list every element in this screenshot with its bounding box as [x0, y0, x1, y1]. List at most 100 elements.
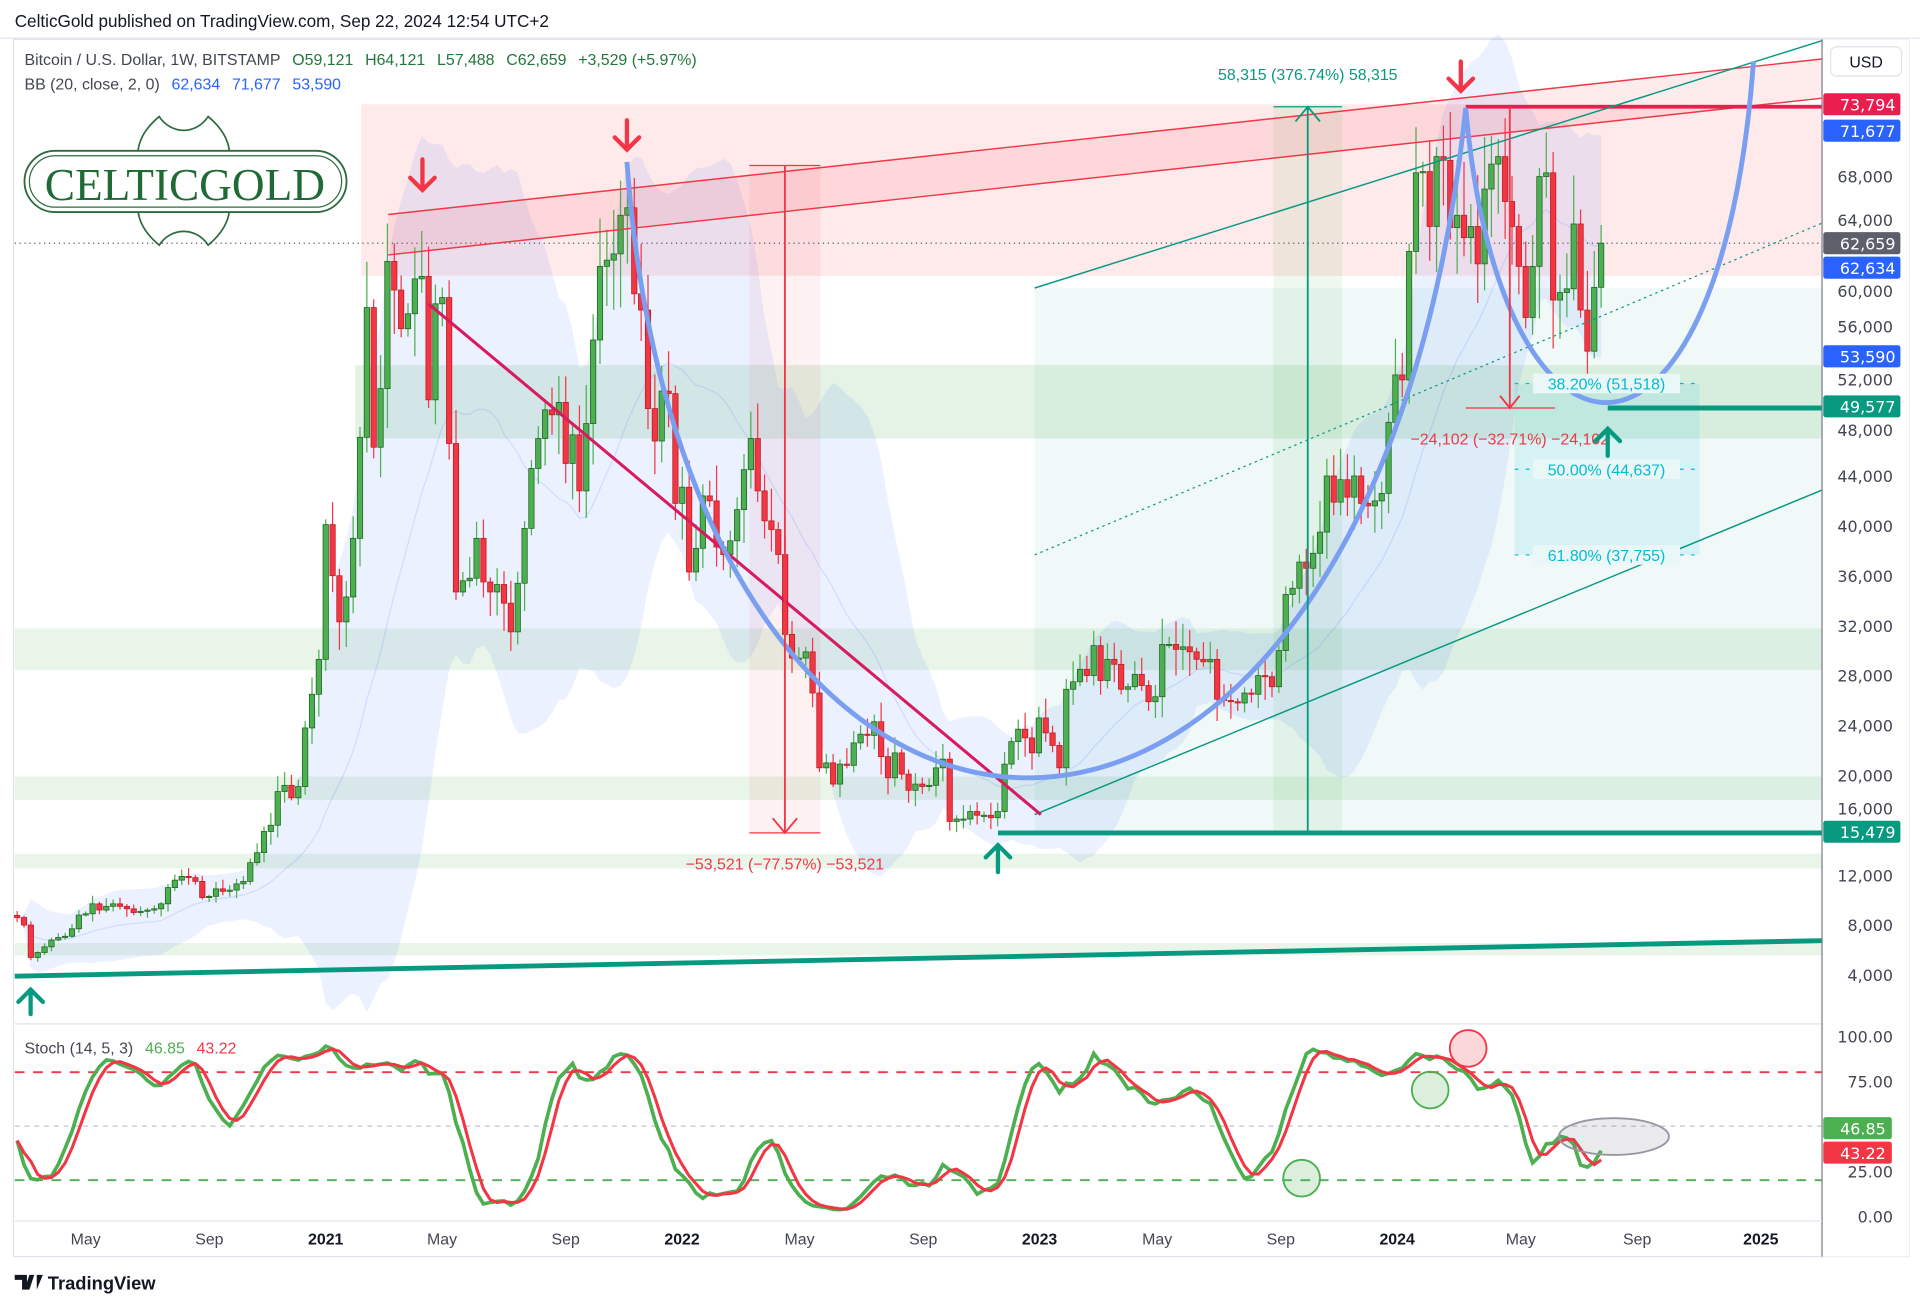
- candle: [850, 731, 857, 773]
- candle-body: [528, 468, 535, 529]
- candle: [192, 874, 199, 885]
- candle: [679, 466, 686, 540]
- time-axis[interactable]: May Sep 2021 May Sep 2022 May Sep 2023 May Sep 2024…: [71, 1231, 1779, 1248]
- candle: [788, 621, 796, 673]
- candle: [350, 516, 357, 614]
- price-tick-label: 60,000: [1837, 282, 1893, 301]
- candle: [151, 905, 158, 914]
- candle: [1063, 678, 1070, 786]
- candle-body: [1570, 223, 1577, 290]
- stoch-axis[interactable]: 100.00 75.00 25.00 0.00 46.85 43.22: [1823, 1027, 1893, 1226]
- candle-body: [1234, 701, 1241, 704]
- candle: [754, 403, 761, 502]
- price-tick-label: 16,000: [1837, 800, 1893, 819]
- ohlc-open: O59,121: [292, 52, 353, 69]
- arrow-down-icon: [408, 157, 437, 194]
- consolidation-ellipse: [1557, 1117, 1670, 1156]
- candle: [1124, 683, 1132, 703]
- candle-body: [1083, 668, 1090, 676]
- candle-body: [452, 443, 460, 593]
- stoch-tick-label: 25.00: [1848, 1162, 1894, 1181]
- stoch-badge: [1823, 1141, 1892, 1164]
- candle-body: [1214, 658, 1221, 700]
- svg-text:Bitcoin / U.S. Dollar, 1W, BIT: Bitcoin / U.S. Dollar, 1W, BITSTAMP O59,…: [24, 52, 696, 69]
- time-tick-label: May: [1142, 1231, 1172, 1248]
- price-badge-label: 49,577: [1840, 398, 1896, 417]
- candle-body: [1028, 737, 1036, 754]
- candle: [1598, 224, 1605, 308]
- candle: [1515, 214, 1522, 295]
- candle-body: [692, 547, 700, 573]
- candle-body: [960, 818, 967, 821]
- candle: [1042, 698, 1049, 742]
- candle: [302, 721, 309, 795]
- candle-body: [816, 692, 823, 769]
- fib-label-382: 38.20% (51,518): [1548, 377, 1666, 394]
- price-badge: [1823, 119, 1901, 142]
- candle: [1467, 204, 1474, 264]
- price-axis[interactable]: 4,000 8,000 12,000 16,000 20,000 24,000 28,000…: [1837, 168, 1893, 985]
- candle: [1289, 580, 1296, 608]
- time-tick-label: 2024: [1379, 1231, 1415, 1248]
- long-term-support-line: [14, 938, 1823, 979]
- candle-body: [1118, 663, 1125, 690]
- stoch-k-line: [15, 1043, 1603, 1212]
- currency-button[interactable]: [1830, 46, 1903, 77]
- candle-body: [576, 434, 583, 492]
- candle: [747, 411, 754, 489]
- candle-body: [1289, 587, 1296, 595]
- candle: [500, 571, 508, 631]
- candle: [1522, 241, 1529, 329]
- stoch-label: Stoch (14, 5, 3): [24, 1040, 133, 1057]
- candle-body: [775, 529, 782, 555]
- candle: [370, 299, 377, 459]
- candle: [68, 923, 76, 938]
- candle-body: [679, 486, 686, 504]
- candle-body: [1460, 214, 1468, 239]
- price-tick-label: 48,000: [1837, 421, 1893, 440]
- candle-body: [891, 752, 898, 779]
- candle: [1186, 630, 1193, 677]
- candle: [1015, 719, 1022, 761]
- candle: [706, 480, 713, 507]
- candle-body: [617, 214, 624, 255]
- candle-body: [350, 537, 357, 598]
- candle: [926, 778, 933, 792]
- candle: [322, 519, 329, 671]
- candle-body: [1186, 646, 1193, 653]
- candle-body: [994, 811, 1001, 819]
- candle: [1193, 647, 1200, 670]
- candle-body: [1138, 673, 1145, 686]
- candle-body: [1111, 658, 1118, 665]
- candle-body: [254, 852, 261, 864]
- candle: [27, 921, 34, 961]
- candle: [233, 878, 240, 899]
- candle: [14, 911, 21, 923]
- candle-body: [926, 784, 933, 787]
- candle: [514, 571, 521, 645]
- candle: [740, 453, 748, 543]
- candle-body: [1022, 728, 1029, 739]
- candle: [603, 229, 610, 306]
- candle-body: [41, 946, 48, 953]
- tradingview-footer[interactable]: TradingView: [14, 1273, 157, 1294]
- currency-label: USD: [1849, 55, 1883, 72]
- candle-body: [1248, 692, 1255, 695]
- candle-body: [768, 520, 775, 530]
- candle-body: [226, 889, 233, 892]
- time-tick-label: 2025: [1743, 1231, 1779, 1248]
- candle-body: [75, 914, 82, 930]
- candle-body: [432, 303, 439, 401]
- price-tick-label: 52,000: [1837, 371, 1893, 390]
- candle: [548, 387, 556, 435]
- time-tick-label: Sep: [552, 1231, 580, 1248]
- price-tick-label: 28,000: [1837, 667, 1893, 686]
- candle: [1296, 554, 1303, 604]
- candle-body: [1495, 156, 1502, 165]
- symbol-legend[interactable]: Bitcoin / U.S. Dollar, 1W, BITSTAMP O59,…: [24, 52, 696, 93]
- candle: [247, 858, 254, 885]
- price-tick-label: 68,000: [1837, 168, 1893, 187]
- candle-body: [459, 580, 466, 593]
- candle-body: [596, 266, 604, 341]
